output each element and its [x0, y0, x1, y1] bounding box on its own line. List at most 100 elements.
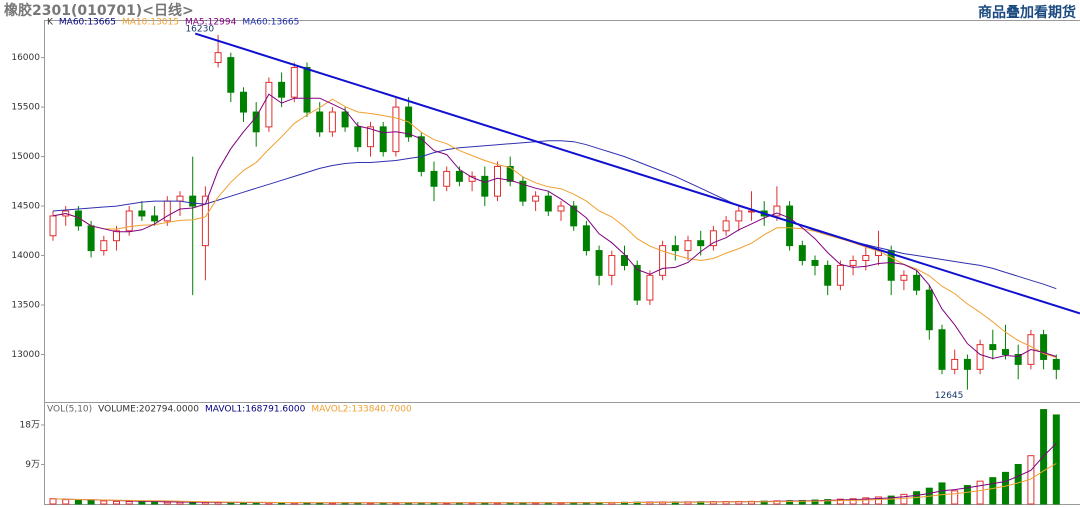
volume-bar	[900, 493, 908, 505]
candle-body	[976, 344, 984, 370]
annotation: 12645	[935, 391, 964, 401]
candle-body	[824, 264, 832, 286]
y-tick-label: 9万	[25, 460, 40, 470]
candle-body	[214, 52, 222, 64]
volume-bar	[163, 501, 171, 505]
ma10-line	[52, 98, 1057, 358]
candle-body	[963, 358, 971, 370]
candle-body	[836, 264, 844, 286]
candle-body	[925, 289, 933, 331]
volume-bar	[74, 499, 82, 505]
candle-body	[1052, 358, 1060, 370]
candle-body	[265, 81, 273, 128]
candle-body	[494, 165, 501, 197]
candle-body	[354, 126, 362, 148]
candle-body	[481, 175, 489, 197]
volume-bar	[1052, 414, 1060, 505]
volume-bar	[887, 495, 895, 505]
volume-bar	[951, 490, 959, 505]
y-tick-label: 18万	[20, 420, 40, 430]
candle-body	[684, 240, 692, 252]
candle-body	[709, 230, 717, 247]
legend-item: MA60:13665	[242, 18, 299, 28]
header-right: 商品叠加看期货	[978, 4, 1076, 21]
candle-body	[1002, 349, 1009, 355]
candle-body	[608, 255, 616, 276]
volume-bar	[1014, 463, 1022, 505]
candle-body	[646, 274, 654, 301]
annotation: 16230	[185, 24, 214, 34]
volume-bar	[836, 498, 844, 505]
candle-body	[798, 245, 806, 261]
candle-body	[849, 259, 857, 266]
candle-body	[697, 240, 705, 247]
legend-item: VOLUME:202794.0000	[98, 405, 199, 415]
candle-body	[1014, 353, 1022, 365]
volume-bar	[824, 499, 832, 505]
frame	[44, 20, 1080, 505]
candle-body	[189, 195, 197, 207]
volume-bar	[62, 499, 70, 505]
legend-item: MA5:12994	[185, 18, 237, 28]
candle-body	[252, 111, 260, 133]
candle-body	[951, 358, 959, 370]
ma60-line	[52, 140, 1057, 290]
candle-body	[773, 205, 781, 217]
volume-bar	[151, 501, 159, 505]
candle-body	[595, 250, 603, 276]
candle-body	[671, 245, 679, 252]
candle-body	[532, 195, 540, 202]
candle-body	[100, 240, 108, 252]
title: 橡胶2301(010701)<日线>	[4, 2, 194, 19]
candle-body	[443, 170, 451, 187]
y-tick-label: 13000	[11, 350, 40, 360]
candle-body	[227, 57, 235, 93]
candle-body	[913, 274, 921, 291]
candle-body	[735, 210, 743, 222]
candle-body	[455, 170, 463, 182]
candle-body	[633, 264, 641, 301]
volume-bar	[125, 501, 133, 505]
volume-bar	[862, 497, 870, 505]
candle-body	[621, 255, 628, 266]
candle-body	[989, 344, 997, 351]
candle-body	[417, 136, 425, 172]
candle-body	[176, 195, 184, 202]
candle-body	[278, 81, 286, 98]
candle-body	[811, 259, 819, 266]
candle-body	[341, 111, 349, 128]
legend-item: K	[47, 18, 54, 28]
volume-bar	[849, 498, 857, 505]
y-tick-label: 13500	[11, 301, 40, 311]
candle-body	[240, 91, 247, 113]
mavol2-line	[52, 463, 1057, 504]
candle-body	[113, 230, 120, 242]
volume-bar	[87, 499, 95, 505]
y-tick-label: 14000	[11, 251, 40, 261]
candle-body	[74, 210, 82, 227]
candle-body	[862, 255, 870, 261]
candle-body	[379, 126, 387, 153]
volume-bar	[875, 496, 882, 505]
y-tick-label: 14500	[11, 202, 40, 212]
candle-body	[659, 245, 667, 276]
candle-body	[328, 111, 336, 133]
volume-bar	[100, 500, 108, 505]
volume-bar	[49, 498, 57, 505]
candle-body	[582, 225, 590, 252]
volume-bar	[938, 482, 946, 505]
candle-body	[430, 170, 438, 187]
candle-body	[557, 205, 565, 212]
volume-bar	[138, 501, 146, 505]
legend-item: MA60:13665	[59, 18, 116, 28]
candle-body	[201, 195, 209, 247]
volume-bar	[1002, 471, 1009, 505]
candle-body	[570, 205, 578, 227]
legend-item: MAVOL1:168791.6000	[205, 405, 306, 415]
volume-bar	[976, 480, 984, 505]
y-tick-label: 15500	[11, 103, 40, 113]
y-tick-label: 16000	[11, 53, 40, 63]
candle-body	[163, 200, 171, 222]
candle-body	[151, 215, 159, 222]
